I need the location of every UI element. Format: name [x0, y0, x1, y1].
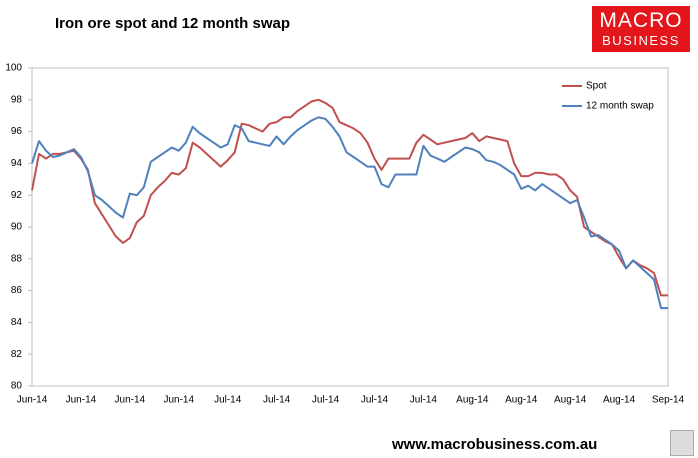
x-tick-label: Jun-14 — [66, 395, 97, 406]
website-url: www.macrobusiness.com.au — [392, 436, 598, 453]
logo-text: MACRO — [599, 9, 683, 32]
x-tick-label: Aug-14 — [505, 395, 538, 406]
x-tick-label: Aug-14 — [554, 395, 587, 406]
line-series — [31, 98, 668, 297]
y-tick-label: 82 — [11, 349, 23, 360]
x-tick-label: Jul-14 — [361, 395, 389, 406]
y-tick-label: 80 — [11, 381, 23, 392]
y-tick-label: 84 — [11, 317, 23, 328]
x-tick-label: Jun-14 — [17, 395, 48, 406]
x-tick-label: Aug-14 — [603, 395, 636, 406]
y-tick-label: 96 — [11, 126, 23, 137]
legend-label: Spot — [586, 81, 607, 92]
logo-icon — [670, 430, 694, 456]
y-tick-label: 88 — [11, 253, 23, 264]
plot-area — [31, 67, 669, 387]
legend-label: 12 month swap — [586, 101, 654, 112]
y-tick-label: 100 — [5, 63, 22, 74]
x-tick-label: Jul-14 — [214, 395, 242, 406]
logo: MACRO BUSINESS — [592, 6, 690, 52]
y-tick-label: 92 — [11, 190, 23, 201]
y-tick-label: 90 — [11, 222, 23, 233]
x-tick-label: Sep-14 — [652, 395, 685, 406]
x-tick-label: Jul-14 — [312, 395, 340, 406]
x-tick-label: Aug-14 — [456, 395, 489, 406]
x-tick-label: Jun-14 — [115, 395, 146, 406]
x-tick-label: Jul-14 — [410, 395, 438, 406]
line-series — [31, 116, 668, 310]
chart-title: Iron ore spot and 12 month swap — [55, 15, 290, 32]
y-tick-label: 94 — [11, 158, 23, 169]
y-tick-label: 98 — [11, 94, 23, 105]
x-tick-label: Jul-14 — [263, 395, 291, 406]
y-tick-label: 86 — [11, 285, 23, 296]
x-tick-label: Jun-14 — [163, 395, 194, 406]
logo-text: BUSINESS — [602, 33, 680, 48]
